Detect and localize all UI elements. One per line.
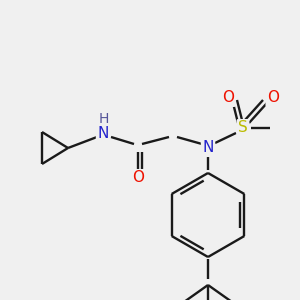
Text: F: F [236,299,244,300]
Text: O: O [267,91,279,106]
Text: N: N [97,125,109,140]
Text: N: N [202,140,214,155]
Text: O: O [222,91,234,106]
Text: F: F [172,299,180,300]
Text: O: O [132,170,144,185]
Text: S: S [238,121,248,136]
Text: H: H [99,112,109,126]
